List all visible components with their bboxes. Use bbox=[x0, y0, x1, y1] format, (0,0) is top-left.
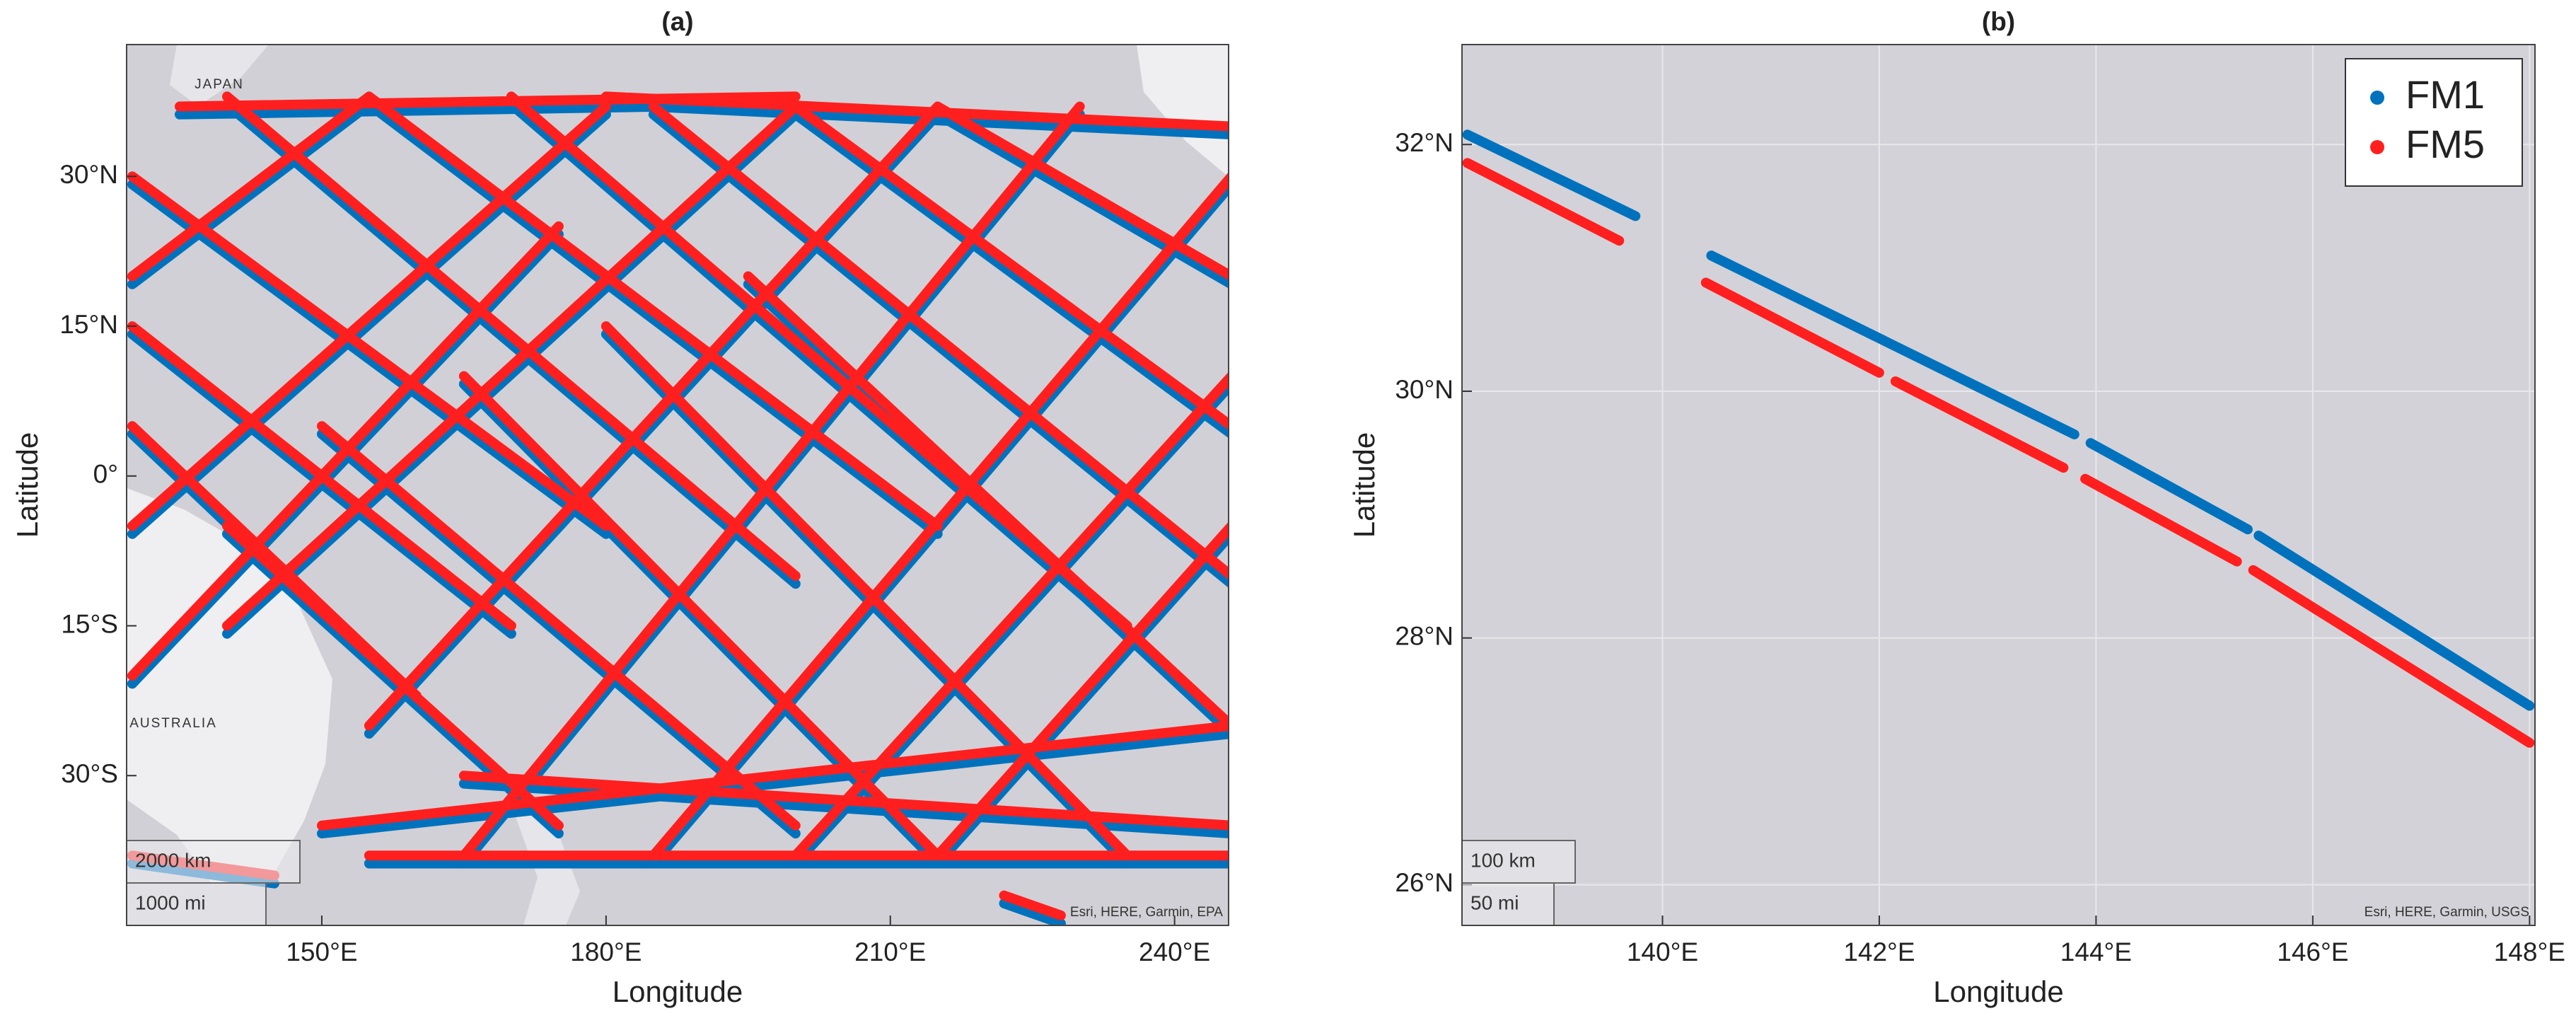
x-tick-label: 240°E bbox=[1139, 937, 1210, 966]
y-axis-label: Latitude bbox=[1347, 432, 1381, 538]
y-tick-label: 15°S bbox=[61, 609, 118, 638]
y-tick-label: 15°N bbox=[59, 310, 118, 339]
scale-bar bbox=[126, 882, 267, 926]
series-track bbox=[1462, 158, 2535, 748]
series-track bbox=[1462, 129, 2535, 711]
scale-bar-label: 2000 km bbox=[135, 849, 211, 871]
scale-bar-label: 50 mi bbox=[1470, 891, 1519, 913]
y-tick-label: 30°N bbox=[1395, 375, 1454, 404]
attribution: Esri, HERE, Garmin, EPA bbox=[1070, 905, 1223, 920]
legend-box bbox=[2345, 58, 2523, 187]
x-tick-label: 142°E bbox=[1843, 937, 1915, 966]
land bbox=[170, 45, 269, 106]
legend-label: FM1 bbox=[2406, 72, 2485, 117]
x-tick-label: 146°E bbox=[2277, 937, 2348, 966]
y-axis-label: Latitude bbox=[11, 432, 44, 538]
legend-marker bbox=[2370, 91, 2384, 105]
x-tick-label: 150°E bbox=[286, 937, 357, 966]
legend-label: FM5 bbox=[2406, 122, 2485, 166]
chart-title: (b) bbox=[1982, 7, 2015, 36]
map-background bbox=[1462, 45, 2535, 925]
axes-frame bbox=[1461, 44, 2536, 926]
x-tick-label: 180°E bbox=[570, 937, 642, 966]
land bbox=[1137, 45, 1229, 177]
y-tick-label: 30°S bbox=[61, 759, 118, 788]
x-tick-label: 210°E bbox=[854, 937, 926, 966]
series-track bbox=[127, 91, 1229, 920]
y-tick-label: 0° bbox=[93, 460, 118, 489]
y-tick-label: 30°N bbox=[59, 160, 118, 189]
scale-bar-label: 1000 mi bbox=[135, 891, 206, 913]
attribution: Esri, HERE, Garmin, USGS bbox=[2365, 905, 2529, 920]
land-label: JAPAN bbox=[195, 77, 244, 92]
plot-area: JAPAN AUSTRALIA bbox=[127, 45, 1229, 925]
x-tick-label: 140°E bbox=[1627, 937, 1698, 966]
x-tick-label: 148°E bbox=[2494, 937, 2565, 966]
series-track bbox=[127, 99, 1229, 925]
x-axis-label: Longitude bbox=[613, 975, 743, 1008]
plot-area bbox=[1462, 45, 2535, 925]
scale-bar-label: 100 km bbox=[1470, 849, 1536, 871]
chart-title: (a) bbox=[661, 7, 693, 36]
scale-bar bbox=[126, 840, 301, 884]
y-tick-label: 26°N bbox=[1395, 868, 1454, 897]
land-label: AUSTRALIA bbox=[129, 716, 217, 731]
y-tick-label: 32°N bbox=[1395, 128, 1454, 157]
x-axis-label: Longitude bbox=[1933, 975, 2064, 1008]
legend-marker bbox=[2370, 140, 2384, 154]
axes-frame bbox=[126, 44, 1229, 926]
y-tick-label: 28°N bbox=[1395, 621, 1454, 650]
x-tick-label: 144°E bbox=[2060, 937, 2132, 966]
